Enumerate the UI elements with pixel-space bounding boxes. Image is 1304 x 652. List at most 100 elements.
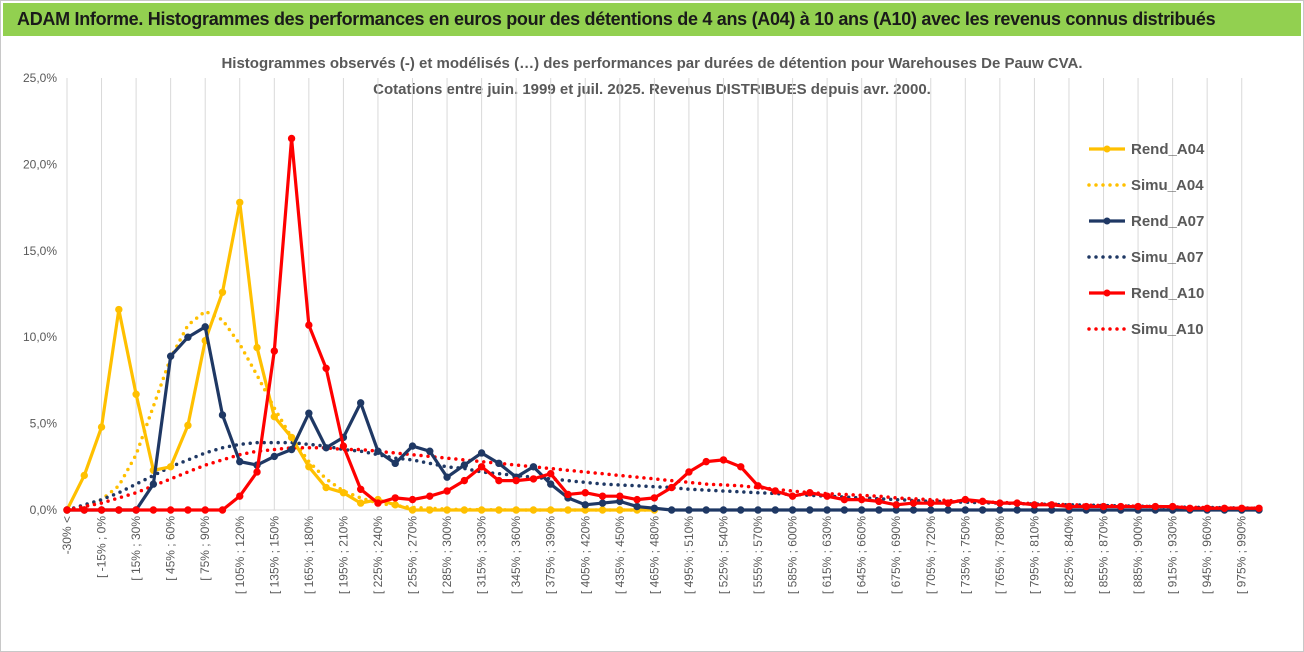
data-point — [132, 390, 140, 398]
data-point — [166, 352, 175, 360]
data-point — [616, 492, 624, 500]
data-point — [547, 506, 555, 514]
data-point — [426, 492, 434, 500]
data-point — [771, 506, 779, 514]
data-point — [788, 492, 797, 500]
data-point — [978, 497, 987, 506]
data-point — [719, 506, 728, 514]
data-point — [166, 506, 175, 514]
data-point — [495, 459, 503, 468]
x-tick-label: [ 195% ; 210% — [336, 516, 350, 594]
data-point — [806, 489, 814, 497]
series-line — [65, 309, 657, 512]
data-point — [1013, 499, 1021, 507]
data-point — [236, 457, 244, 466]
data-point — [823, 492, 831, 500]
data-point — [270, 412, 279, 421]
data-point — [356, 399, 365, 407]
x-tick-label: [ 345% ; 360% — [509, 516, 523, 594]
data-point — [840, 506, 849, 514]
data-point — [408, 506, 417, 514]
data-point — [909, 499, 918, 507]
data-point — [305, 463, 313, 471]
data-point — [374, 499, 382, 507]
data-point — [408, 495, 417, 504]
data-point — [322, 483, 330, 492]
data-point — [1117, 502, 1125, 511]
x-tick-label: [ 105% ; 120% — [233, 516, 247, 594]
x-tick-label: [ 75% ; 90% — [198, 516, 212, 581]
data-point — [253, 468, 261, 476]
data-point — [598, 492, 607, 500]
series-lines — [63, 134, 1263, 514]
legend-item-rend-a07[interactable]: Rend_A07 — [1089, 213, 1204, 230]
y-tick-label: 15,0% — [23, 244, 57, 258]
data-point — [806, 506, 814, 514]
legend-item-rend-a04[interactable]: Rend_A04 — [1089, 141, 1205, 158]
series-line — [65, 325, 1261, 512]
series-rend-a10 — [63, 134, 1263, 514]
data-point — [529, 463, 538, 471]
data-point — [1065, 502, 1073, 511]
data-point — [927, 499, 935, 507]
data-point — [1082, 502, 1090, 511]
data-point — [339, 489, 348, 497]
y-tick-label: 25,0% — [23, 71, 57, 85]
data-point — [754, 506, 762, 514]
data-point — [529, 475, 538, 483]
x-tick-label: [ 15% ; 30% — [129, 516, 143, 581]
legend-item-rend-a10[interactable]: Rend_A10 — [1089, 285, 1204, 302]
chart-title: Histogrammes observés (-) et modélisés (… — [221, 55, 1082, 72]
data-point — [581, 489, 589, 497]
data-point — [460, 476, 469, 485]
data-point — [236, 198, 244, 207]
y-tick-label: 5,0% — [30, 417, 58, 431]
data-point — [978, 506, 987, 514]
data-point — [305, 409, 313, 417]
y-tick-label: 20,0% — [23, 157, 57, 171]
data-point — [598, 506, 607, 514]
legend-item-simu-a04[interactable]: Simu_A04 — [1087, 177, 1204, 194]
data-point — [460, 461, 469, 469]
x-tick-label: [ 435% ; 450% — [613, 516, 627, 594]
legend-marker — [1103, 289, 1111, 297]
data-point — [356, 499, 365, 507]
x-tick-label: [ 975% ; 990% — [1235, 516, 1249, 594]
data-point — [512, 506, 520, 514]
x-tick-label: [ -15% ; 0% — [95, 516, 109, 578]
data-point — [80, 471, 88, 480]
data-point — [115, 305, 123, 314]
data-point — [719, 456, 728, 464]
data-point — [443, 487, 451, 495]
legend-marker — [1103, 145, 1111, 153]
data-point — [218, 288, 227, 296]
data-point — [1013, 506, 1021, 514]
data-point — [115, 506, 123, 514]
data-point — [149, 506, 158, 514]
data-point — [287, 433, 296, 442]
data-point — [512, 476, 520, 485]
legend-item-simu-a10[interactable]: Simu_A10 — [1087, 321, 1204, 338]
histogram-chart: Histogrammes observés (-) et modélisés (… — [23, 55, 1263, 594]
data-point — [547, 470, 555, 478]
data-point — [564, 506, 572, 514]
data-point — [97, 506, 106, 514]
y-axis-ticks: 0,0% 5,0% 10,0% 15,0% 20,0% 25,0% — [23, 71, 57, 517]
data-point — [477, 449, 486, 457]
legend-marker — [1103, 217, 1111, 225]
data-point — [529, 506, 538, 514]
x-tick-label: [ 615% ; 630% — [820, 516, 834, 594]
data-point — [1134, 502, 1142, 511]
legend[interactable]: Rend_A04 Simu_A04 Rend_A07 Simu_A07 Rend_A10… — [1087, 141, 1205, 338]
y-tick-label: 10,0% — [23, 330, 57, 344]
data-point — [667, 483, 676, 492]
data-point — [961, 506, 970, 514]
series-line — [65, 440, 1261, 512]
data-point — [132, 506, 140, 514]
data-point — [875, 497, 883, 506]
legend-item-simu-a07[interactable]: Simu_A07 — [1087, 249, 1204, 266]
series-simu-a04 — [65, 309, 657, 512]
data-point — [944, 506, 952, 514]
data-point — [391, 494, 399, 502]
